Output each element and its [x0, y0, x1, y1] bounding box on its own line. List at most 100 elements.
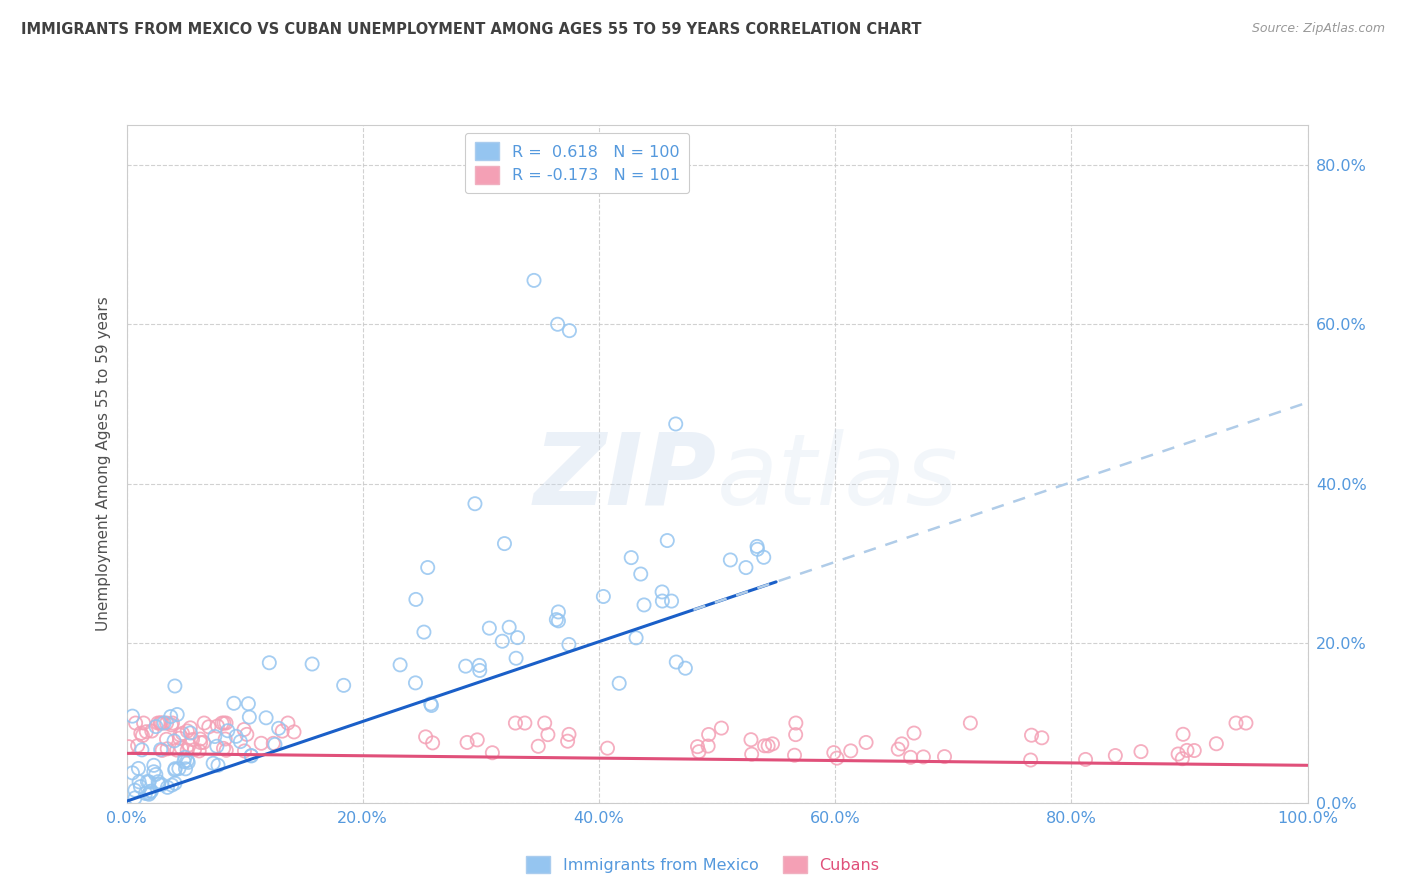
Point [761, 737, 783, 751]
Point [546, 613, 568, 627]
Point [1171, 727, 1194, 741]
Point [167, 762, 190, 776]
Point [900, 750, 922, 764]
Point [212, 716, 235, 731]
Point [468, 658, 491, 673]
Point [159, 709, 181, 723]
Point [142, 758, 165, 772]
Point [903, 726, 925, 740]
Point [233, 744, 256, 758]
Point [697, 727, 720, 741]
Point [190, 736, 212, 750]
Text: IMMIGRANTS FROM MEXICO VS CUBAN UNEMPLOYMENT AMONG AGES 55 TO 59 YEARS CORRELATI: IMMIGRANTS FROM MEXICO VS CUBAN UNEMPLOY… [21, 22, 921, 37]
Point [547, 614, 569, 628]
Point [752, 550, 775, 565]
Point [173, 755, 195, 769]
Point [405, 676, 427, 690]
Point [229, 734, 252, 748]
Point [160, 718, 183, 732]
Point [152, 716, 174, 731]
Point [205, 739, 228, 754]
Point [149, 716, 172, 731]
Point [912, 750, 935, 764]
Point [156, 741, 179, 756]
Point [188, 744, 211, 758]
Point [756, 739, 779, 753]
Point [267, 722, 290, 736]
Point [155, 716, 177, 731]
Y-axis label: Unemployment Among Ages 55 to 59 years: Unemployment Among Ages 55 to 59 years [96, 296, 111, 632]
Point [148, 777, 170, 791]
Point [607, 676, 630, 690]
Point [422, 736, 444, 750]
Point [148, 774, 170, 789]
Point [259, 656, 281, 670]
Point [855, 735, 877, 749]
Point [165, 762, 187, 776]
Point [740, 732, 762, 747]
Point [225, 729, 247, 743]
Point [825, 751, 848, 765]
Point [131, 729, 153, 743]
Point [163, 776, 186, 790]
Point [163, 734, 186, 748]
Point [478, 621, 501, 635]
Point [651, 585, 673, 599]
Point [222, 696, 245, 710]
Point [1031, 731, 1053, 745]
Point [596, 741, 619, 756]
Point [139, 784, 162, 798]
Point [558, 727, 581, 741]
Point [735, 560, 758, 574]
Point [505, 716, 527, 731]
Point [506, 631, 529, 645]
Point [262, 736, 284, 750]
Point [173, 750, 195, 764]
Point [163, 763, 186, 777]
Point [537, 728, 560, 742]
Point [887, 742, 910, 756]
Point [179, 738, 201, 752]
Point [193, 735, 215, 749]
Point [124, 783, 146, 797]
Point [127, 739, 149, 753]
Point [176, 723, 198, 738]
Point [162, 716, 184, 731]
Point [747, 542, 769, 557]
Point [665, 655, 688, 669]
Point [141, 784, 163, 798]
Point [657, 533, 679, 548]
Point [620, 550, 643, 565]
Point [1129, 745, 1152, 759]
Point [211, 716, 233, 731]
Point [169, 728, 191, 742]
Point [138, 786, 160, 800]
Point [150, 778, 173, 792]
Point [179, 726, 201, 740]
Point [240, 748, 263, 763]
Point [491, 634, 513, 648]
Point [155, 732, 177, 747]
Point [416, 560, 439, 574]
Point [179, 721, 201, 735]
Point [176, 743, 198, 757]
Point [389, 657, 412, 672]
Point [592, 590, 614, 604]
Point [202, 756, 225, 771]
Point [121, 709, 143, 723]
Point [198, 720, 221, 734]
Point [513, 716, 536, 731]
Point [505, 651, 527, 665]
Point [141, 724, 163, 739]
Point [132, 716, 155, 731]
Point [212, 741, 235, 756]
Point [183, 742, 205, 756]
Point [1175, 743, 1198, 757]
Point [146, 716, 169, 731]
Point [214, 732, 236, 747]
Point [494, 536, 516, 550]
Point [415, 730, 437, 744]
Point [454, 659, 477, 673]
Point [131, 743, 153, 757]
Point [823, 746, 845, 760]
